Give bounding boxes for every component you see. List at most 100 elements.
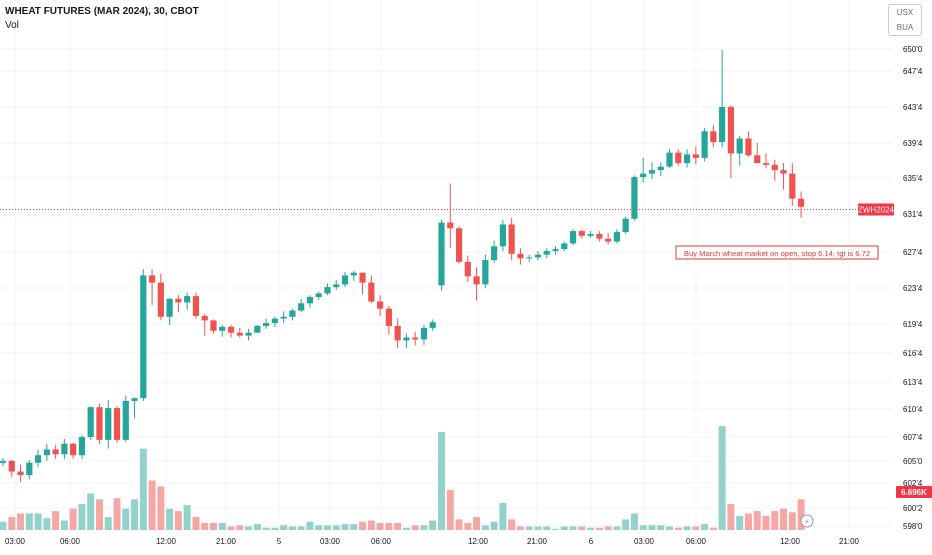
price-tick-label: 607'4 xyxy=(903,433,923,442)
chart-grid xyxy=(0,0,893,532)
volume-bar xyxy=(201,522,209,530)
symbol-title: WHEAT FUTURES (MAR 2024), 30, CBOT xyxy=(5,6,199,17)
lightning-circle[interactable] xyxy=(800,514,814,528)
candle-body xyxy=(587,233,594,236)
candle-body xyxy=(368,282,375,302)
price-tick-label: 631'4 xyxy=(903,210,923,219)
volume-bar xyxy=(139,448,147,530)
candle-body xyxy=(70,443,77,456)
volume-bar xyxy=(297,526,305,530)
volume-value-tag: 6.696K xyxy=(901,488,927,497)
volume-bar xyxy=(473,517,481,530)
candle-body xyxy=(140,275,147,399)
time-tick-label: 12:00 xyxy=(468,537,489,546)
currency-button[interactable]: USX xyxy=(888,4,922,21)
volume-bar xyxy=(174,511,182,530)
candle-body xyxy=(289,310,296,317)
volume-bar xyxy=(69,508,77,530)
volume-bar xyxy=(560,526,568,530)
volume-bar xyxy=(622,519,630,530)
volume-bar xyxy=(385,522,393,530)
time-tick-label: 06:00 xyxy=(60,537,81,546)
volume-bar xyxy=(683,526,691,530)
candle-body xyxy=(754,155,761,164)
volume-bar xyxy=(438,432,445,530)
price-tick-label: 605'0 xyxy=(903,457,923,466)
volume-bar xyxy=(411,525,419,530)
candle-body xyxy=(122,400,129,440)
candle-body xyxy=(280,316,287,319)
time-tick-label: 03:00 xyxy=(5,537,26,546)
time-axis[interactable]: 03:00 06:00 12:00 21:00 5 03:00 06:00 12:00 21:0… xyxy=(5,537,860,546)
time-tick-label: 6 xyxy=(589,537,594,546)
volume-bar xyxy=(762,515,770,530)
time-tick-label: 21:00 xyxy=(839,537,860,546)
time-tick-label: 06:00 xyxy=(371,537,392,546)
candle-body xyxy=(271,318,278,324)
volume-bar xyxy=(209,522,217,530)
volume-bar xyxy=(788,512,796,530)
candle-body xyxy=(34,455,42,463)
volume-bar xyxy=(736,515,744,530)
volume-bar xyxy=(0,521,7,530)
volume-bar xyxy=(245,526,253,530)
lightning-button[interactable]: ⚡ xyxy=(800,514,814,528)
volume-bar xyxy=(534,526,542,530)
volume-bar xyxy=(552,528,560,530)
candle-body xyxy=(701,131,708,158)
volume-bar xyxy=(359,521,367,530)
volume-bar xyxy=(490,521,498,530)
volume-bar xyxy=(674,527,682,530)
volume-bar xyxy=(595,527,603,530)
annotation-text: Buy March wheat market on open, stop 6.1… xyxy=(684,249,870,258)
candle-body xyxy=(526,257,533,259)
volume-bar xyxy=(464,522,472,530)
candle-body xyxy=(447,222,454,229)
price-tick-label: 619'4 xyxy=(903,320,923,329)
volume-bar xyxy=(499,502,507,530)
volume-bar xyxy=(508,519,516,530)
candle-body xyxy=(412,337,419,340)
volume-bar xyxy=(122,508,130,530)
volume-bar xyxy=(113,498,121,530)
candle-body xyxy=(333,284,340,288)
candle-body xyxy=(534,254,542,258)
candle-body xyxy=(657,166,664,171)
candlesticks xyxy=(0,49,805,483)
candle-body xyxy=(96,407,103,440)
candle-body xyxy=(640,173,647,178)
volume-bar xyxy=(613,526,621,530)
candle-body xyxy=(166,298,173,317)
price-tick-label: 639'4 xyxy=(903,139,923,148)
price-tick-label: 602'4 xyxy=(903,479,923,488)
volume-bar xyxy=(420,525,428,530)
candle-body xyxy=(745,138,752,156)
candle-body xyxy=(508,224,515,254)
time-tick-label: 12:00 xyxy=(780,537,801,546)
candle-body xyxy=(797,198,805,207)
candle-body xyxy=(105,408,112,440)
volume-bar xyxy=(394,522,402,530)
candle-body xyxy=(789,173,796,199)
candle-body xyxy=(543,251,550,255)
candle-body xyxy=(736,138,743,154)
volume-bar xyxy=(657,525,665,530)
volume-bar xyxy=(429,520,437,530)
price-axis[interactable]: 598'0 600'2 602'4 605'0 607'4 610'4 613'4 616'4… xyxy=(903,45,923,531)
symbol-price-tag: ZWH2024 xyxy=(858,206,895,215)
volume-bar xyxy=(253,524,261,530)
lightning-icon[interactable]: ⚡ xyxy=(805,518,810,526)
volume-bar xyxy=(43,518,51,530)
volume-bar xyxy=(543,526,551,530)
candle-body xyxy=(87,407,94,437)
volume-bar xyxy=(157,486,165,530)
volume-bar xyxy=(60,520,68,530)
unit-button[interactable]: BUA xyxy=(888,20,922,36)
volume-bar xyxy=(587,527,595,530)
volume-bar xyxy=(166,508,174,530)
candle-body xyxy=(420,327,428,340)
time-tick-label: 21:00 xyxy=(216,537,237,546)
price-tick-label: 623'4 xyxy=(903,284,923,293)
